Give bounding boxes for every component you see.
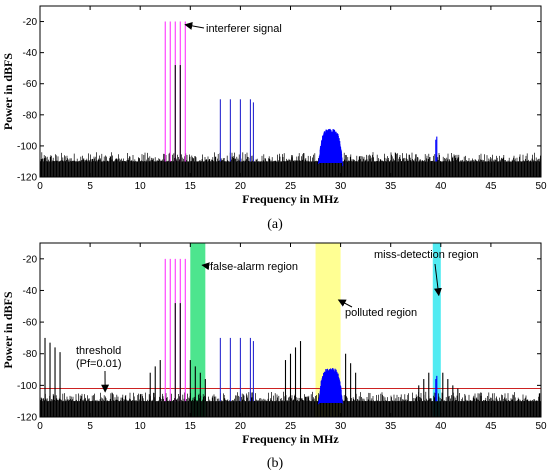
x-tick-label: 40: [435, 181, 447, 192]
panel-a: 0 5 10 15 20 25 30 35 40 45 50 -20 -40 -60 -80 -100 -120…: [1, 5, 547, 232]
x-tick-label: 35: [385, 181, 397, 192]
panel-caption: (a): [267, 217, 283, 232]
y-tick-label: -100: [17, 141, 37, 152]
shaded-region: [190, 243, 206, 417]
annotation-label: (Pf=0.01): [76, 358, 122, 370]
shaded-region: [432, 243, 441, 417]
x-tick-label: 50: [535, 421, 547, 432]
y-axis-label: Power in dBFS: [1, 291, 15, 368]
x-tick-label: 50: [535, 181, 547, 192]
y-axis-label: Power in dBFS: [1, 53, 15, 130]
series: [284, 341, 357, 402]
y-tick-label: -120: [17, 173, 37, 184]
y-tick-label: -60: [23, 79, 38, 90]
y-tick-label: -40: [23, 286, 38, 297]
x-tick-label: 0: [37, 421, 43, 432]
x-tick-label: 5: [87, 181, 93, 192]
annotation-arrow: [201, 262, 210, 271]
annotation-arrow: [337, 299, 353, 308]
panel-b: 0 5 10 15 20 25 30 35 40 45 50 -20 -40 -60 -80 -100 -120…: [1, 242, 547, 471]
x-axis-label: Frequency in MHz: [242, 192, 339, 206]
y-tick-label: -80: [23, 349, 38, 360]
y-tick-label: -40: [23, 48, 38, 59]
annotation-label: interferer signal: [206, 23, 282, 35]
annotation-label: false-alarm region: [210, 261, 298, 273]
x-tick-label: 30: [335, 421, 347, 432]
series: [219, 99, 254, 162]
annotation-label: miss-detection region: [374, 249, 479, 261]
y-tick-label: -20: [23, 254, 38, 265]
x-tick-label: 15: [185, 181, 197, 192]
x-tick-label: 10: [135, 421, 147, 432]
x-axis-label: Frequency in MHz: [242, 432, 339, 446]
x-tick-label: 30: [335, 181, 347, 192]
y-tick-label: -120: [17, 413, 37, 424]
series: [435, 375, 438, 402]
x-tick-label: 25: [285, 421, 297, 432]
x-tick-label: 45: [485, 421, 497, 432]
x-tick-label: 10: [135, 181, 147, 192]
annotation-label: polluted region: [345, 307, 417, 319]
series: [318, 128, 344, 167]
x-tick-label: 45: [485, 181, 497, 192]
x-tick-label: 40: [435, 421, 447, 432]
noise-floor: [39, 152, 541, 177]
x-tick-label: 5: [87, 421, 93, 432]
y-tick-label: -100: [17, 381, 37, 392]
y-tick-label: -80: [23, 110, 38, 121]
y-tick-label: -20: [23, 17, 38, 28]
panel-caption: (b): [267, 456, 284, 471]
annotation-arrow: [433, 263, 442, 297]
plot-frame: [39, 5, 542, 178]
series: [174, 303, 181, 402]
series: [318, 368, 344, 405]
x-tick-label: 35: [385, 421, 397, 432]
series: [174, 65, 181, 162]
annotation-arrow: [184, 21, 205, 30]
series: [44, 337, 61, 402]
series: [418, 372, 459, 402]
series: [435, 136, 438, 162]
series: [149, 360, 206, 402]
y-tick-label: -60: [23, 318, 38, 329]
series: [219, 337, 254, 402]
annotation-label: threshold: [76, 345, 121, 357]
x-tick-label: 15: [185, 421, 197, 432]
x-tick-label: 0: [37, 181, 43, 192]
x-tick-label: 20: [235, 421, 247, 432]
x-tick-label: 25: [285, 181, 297, 192]
x-tick-label: 20: [235, 181, 247, 192]
